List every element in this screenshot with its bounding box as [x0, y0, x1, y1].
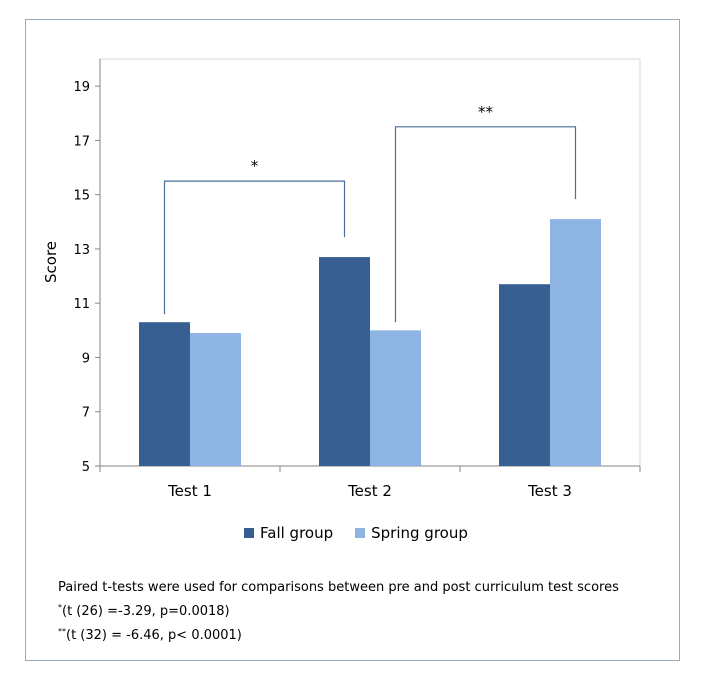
- bar-spring-group-test-2: [370, 330, 421, 466]
- footnote-text-2: (t (26) =-3.29, p=0.0018): [62, 604, 230, 619]
- bar-spring-group-test-1: [190, 333, 241, 466]
- y-tick-label: 9: [82, 351, 90, 366]
- bar-fall-group-test-2: [319, 257, 370, 466]
- y-tick-label: 15: [73, 189, 90, 204]
- significance-marker: *: [251, 157, 259, 175]
- legend-label-spring: Spring group: [371, 524, 468, 542]
- x-axis-ticks: Test 1 Test 2 Test 3: [99, 466, 641, 500]
- significance-brackets: ***: [163, 103, 577, 323]
- footnote-line-3: **(t (32) = -6.46, p< 0.0001): [58, 622, 619, 646]
- y-tick-label: 7: [82, 406, 90, 421]
- legend: Fall group Spring group: [244, 524, 468, 542]
- x-tick-label: Test 2: [347, 482, 392, 500]
- y-tick-label: 5: [82, 460, 90, 475]
- significance-bracket: [163, 180, 346, 315]
- legend-swatch-spring: [355, 528, 366, 538]
- legend-label-fall: Fall group: [260, 524, 334, 542]
- figure-frame: [25, 19, 680, 661]
- x-tick-label: Test 1: [167, 482, 212, 500]
- y-axis-label: Score: [42, 241, 60, 283]
- footnote-text-3: (t (32) = -6.46, p< 0.0001): [66, 628, 242, 643]
- bar-spring-group-test-3: [550, 219, 601, 466]
- significance-bracket: [394, 126, 577, 323]
- x-tick-label: Test 3: [527, 482, 572, 500]
- footnotes: Paired t-tests were used for comparisons…: [58, 578, 619, 646]
- y-tick-label: 17: [73, 134, 90, 149]
- significance-marker: **: [478, 103, 494, 121]
- legend-item-fall: Fall group: [244, 524, 333, 542]
- bar-fall-group-test-1: [139, 322, 190, 466]
- y-tick-label: 19: [73, 80, 90, 95]
- legend-item-spring: Spring group: [355, 524, 468, 542]
- footnote-line-2: *(t (26) =-3.29, p=0.0018): [58, 598, 619, 622]
- bar-fall-group-test-3: [499, 284, 550, 466]
- y-tick-label: 11: [73, 297, 90, 312]
- footnote-marker-1: *: [58, 603, 62, 612]
- legend-swatch-fall: [244, 528, 254, 538]
- footnote-line-1: Paired t-tests were used for comparisons…: [58, 580, 619, 595]
- bars-group: [139, 219, 601, 466]
- y-tick-label: 13: [73, 243, 90, 258]
- footnote-marker-2: **: [58, 627, 66, 636]
- y-axis-ticks: 5 7 9 11 13 15 17 19: [73, 80, 100, 475]
